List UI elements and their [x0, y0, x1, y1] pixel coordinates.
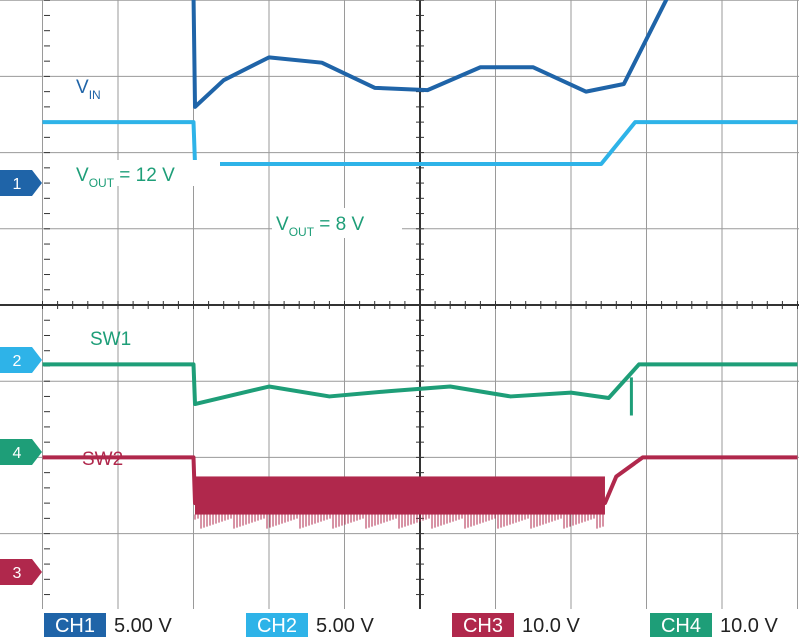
waveform-traces: [42, 0, 798, 529]
trace-sw2: [42, 455, 798, 506]
channel-id-box: [650, 613, 712, 637]
sw2-switching-band: [195, 476, 605, 515]
trace-vin: [191, 0, 669, 109]
channel-marker-3: 3: [0, 559, 42, 585]
scale-readout-ch1: CH1 5.00 V: [44, 613, 172, 637]
sw2-label: SW2: [82, 449, 123, 470]
channel-scale-text: 10.0 V: [720, 615, 778, 637]
trace-sw1: [42, 362, 798, 407]
channel-marker-2: 2: [0, 347, 42, 373]
scale-readout-ch2: CH2 5.00 V: [246, 613, 374, 637]
channel-id-text: CH2: [257, 615, 297, 637]
channel-markers: 1 2 3 4: [0, 170, 42, 585]
marker-number: 4: [13, 445, 22, 462]
channel-scale-text: 5.00 V: [114, 615, 172, 637]
channel-id-text: CH4: [661, 615, 701, 637]
channel-marker-1: 1: [0, 170, 42, 196]
marker-number: 1: [13, 176, 22, 193]
channel-scale-text: 10.0 V: [522, 615, 580, 637]
channel-id-text: CH1: [55, 615, 95, 637]
sw2-switching-noise: [194, 514, 604, 529]
vout8-label-background: [272, 208, 402, 238]
marker-arrow-shape: [0, 170, 42, 196]
channel-scale-text: 5.00 V: [316, 615, 374, 637]
channel-marker-4: 4: [0, 439, 42, 465]
vout12-label: VOUT = 12 V: [76, 165, 175, 190]
marker-arrow-shape: [0, 439, 42, 465]
scale-readout-ch4: CH4 10.0 V: [650, 613, 778, 637]
marker-arrow-shape: [0, 559, 42, 585]
vout12-label-background: [70, 160, 220, 186]
channel-id-box: [44, 613, 106, 637]
marker-arrow-shape: [0, 347, 42, 373]
trace-vout: [42, 120, 798, 167]
channel-id-box: [246, 613, 308, 637]
vout8-label: VOUT = 8 V: [276, 214, 365, 239]
scale-readout-ch3: CH3 10.0 V: [452, 613, 580, 637]
sw1-label: SW1: [90, 329, 131, 350]
channel-id-text: CH3: [463, 615, 503, 637]
marker-number: 2: [13, 353, 22, 370]
channel-scale-readouts: CH1 5.00 V CH2 5.00 V CH3 10.0 V CH4 10.0 V: [44, 613, 778, 637]
marker-number: 3: [13, 565, 22, 582]
channel-id-box: [452, 613, 514, 637]
vin-label: VIN: [76, 77, 101, 102]
